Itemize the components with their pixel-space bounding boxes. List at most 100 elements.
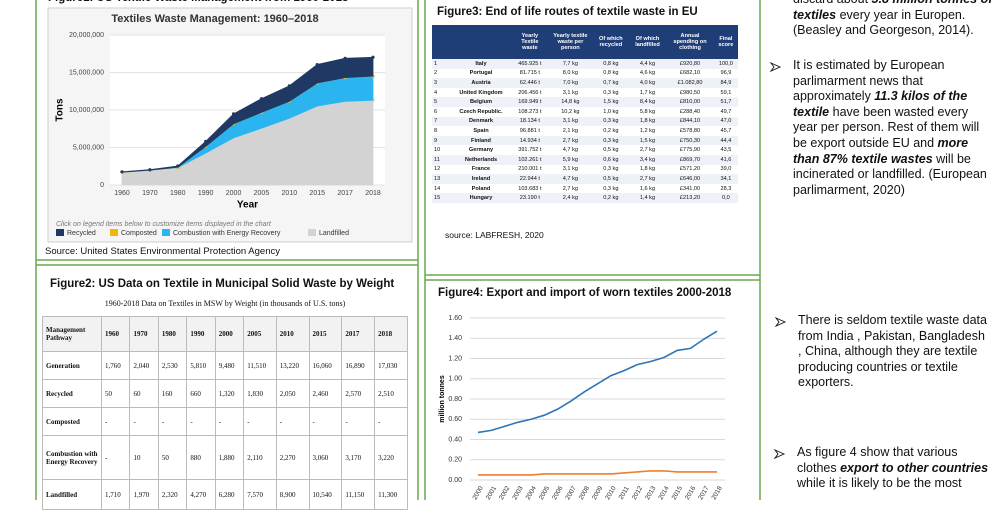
table-cell: 12 — [434, 166, 441, 173]
table-cell: 0,6 kg — [592, 154, 629, 165]
table-cell: Belgium — [450, 97, 512, 107]
table-cell: - — [275, 407, 310, 436]
header-cell: 2018 — [374, 316, 408, 352]
x-tick-label: 1960 — [114, 190, 130, 197]
table-cell: 0,3 kg — [603, 166, 619, 173]
table-cell: Spain — [473, 127, 489, 134]
table-cell: £682,10 — [679, 70, 701, 77]
bullet — [769, 61, 782, 73]
x-tick-label: 2009 — [591, 485, 604, 500]
legend-label: Combustion with Energy Recovery — [173, 230, 281, 237]
area — [121, 56, 374, 173]
table-row: 1 Italy 465.925 t 7,7 kg 0,8 kg 4,4 kg £920,80… — [432, 59, 738, 69]
point — [259, 97, 264, 101]
table-cell: 49,7 — [720, 108, 732, 115]
header-cell: Management Pathway — [42, 316, 102, 352]
y-tick-label: 10,000,000 — [69, 107, 104, 114]
table-cell: 5 — [432, 97, 450, 107]
table-cell: 0,8 kg — [592, 59, 629, 69]
y-tick-label: 0.20 — [448, 457, 462, 464]
table-cell: Hungary — [450, 193, 512, 203]
table-cell: Poland — [471, 185, 491, 192]
table-row: Generation 1,760 2,040 2,530 5,810 9,480 11,51… — [42, 351, 408, 380]
note-paragraph: There is seldom textile waste data from … — [798, 313, 988, 391]
legend-label: Landfilled — [319, 230, 349, 237]
table-cell: France — [471, 166, 491, 173]
table-cell: 15 — [432, 193, 450, 203]
x-tick-label: 2006 — [551, 485, 564, 500]
table-cell: 3 — [432, 78, 450, 88]
y-tick-label: 0.40 — [448, 436, 462, 443]
emphasis: 5.8 million tonnes of textiles — [793, 0, 992, 22]
table-cell: - — [374, 407, 408, 436]
table-cell: 1,830 — [243, 379, 277, 408]
table-cell: - — [157, 407, 188, 436]
table-cell: £775,90 — [679, 147, 701, 154]
header-cell: Annual spending on clothing — [666, 25, 714, 59]
table-cell: Portugal — [469, 70, 493, 77]
table-row: Composted - - - - - - - - - - — [42, 407, 408, 436]
table-cell: 22.944 t — [512, 174, 548, 184]
table-cell: £980,50 — [679, 89, 701, 96]
header-cell: 1980 — [157, 316, 188, 352]
table-cell: £213,20 — [666, 193, 714, 203]
table-row: 15 Hungary 23.190 t 2,4 kg 0,2 kg 1,4 kg £213,… — [432, 193, 738, 203]
table-cell: 45,7 — [720, 127, 732, 134]
table-cell: 0,3 kg — [603, 89, 619, 96]
x-tick-label: 2000 — [472, 485, 485, 500]
table-cell: 14.934 t — [512, 135, 548, 146]
table-cell: 2 — [434, 70, 438, 77]
table-cell: 108.273 t — [518, 108, 542, 115]
header-cell — [432, 25, 450, 59]
table-cell: 34,1 — [713, 174, 738, 184]
table-cell: 13,220 — [275, 351, 310, 380]
table-row: 4 United Kingdom 206.456 t 3,1 kg 0,3 kg 1,7 … — [432, 88, 738, 98]
figure-heading: Figure2: US Data on Textile in Municipal… — [50, 278, 395, 290]
table-cell: 9 — [432, 135, 450, 146]
bullet — [773, 448, 786, 460]
table-cell: 0,3 kg — [603, 185, 619, 192]
table-cell: 11 — [432, 154, 450, 165]
x-tick-label: 2013 — [644, 485, 657, 500]
table-cell: 62.446 t — [512, 78, 548, 88]
table-cell: 210.001 t — [518, 166, 542, 173]
table-cell: 8 — [434, 127, 438, 134]
table-cell: 3,1 kg — [562, 166, 578, 173]
table-cell: 880 — [186, 435, 216, 480]
table-cell: 660 — [186, 379, 216, 408]
table-cell: 18.134 t — [512, 116, 548, 127]
table-cell: - — [100, 407, 131, 436]
table-cell: - — [243, 407, 277, 436]
table-cell: 96.881 t — [519, 127, 540, 134]
legend-label: Composted — [121, 230, 157, 237]
point — [148, 168, 152, 172]
table-cell: 102.261 t — [512, 154, 548, 165]
table-row: 10 Germany 391.752 t 4,7 kg 0,5 kg 2,7 kg £775… — [432, 145, 738, 155]
table-cell: 0,5 kg — [603, 147, 619, 154]
header-cell: 2015 — [308, 316, 343, 352]
table-cell: 2,570 — [341, 379, 376, 408]
table-cell: - — [214, 407, 245, 436]
emphasis: export to other countries — [840, 460, 989, 475]
table-cell: 7,570 — [243, 479, 277, 510]
y-tick-label: 1.00 — [448, 376, 462, 383]
table-cell: 1,2 kg — [639, 127, 656, 134]
table-cell: 100,0 — [713, 59, 738, 69]
chart-title: Textiles Waste Management: 1960–2018 — [111, 13, 318, 25]
table-cell: 39,0 — [720, 166, 732, 173]
header-cell: Yearly Textile waste — [512, 25, 548, 59]
point — [371, 55, 375, 59]
x-tick-label: 2015 — [309, 190, 325, 197]
table-cell: 4,7 kg — [547, 174, 593, 184]
legend-swatch — [110, 229, 118, 236]
table-cell: - — [129, 407, 159, 436]
table-cell: - — [186, 407, 216, 436]
table-cell: 1,710 — [100, 479, 131, 510]
x-tick-label: 2010 — [604, 485, 617, 500]
figure-source: source: LABFRESH, 2020 — [445, 230, 544, 240]
legend-swatch — [308, 229, 316, 236]
table-header-row: Yearly Textile waste Yearly textile waste… — [432, 25, 738, 59]
text: discard about — [793, 0, 872, 6]
table-cell: 10,2 kg — [561, 108, 580, 115]
